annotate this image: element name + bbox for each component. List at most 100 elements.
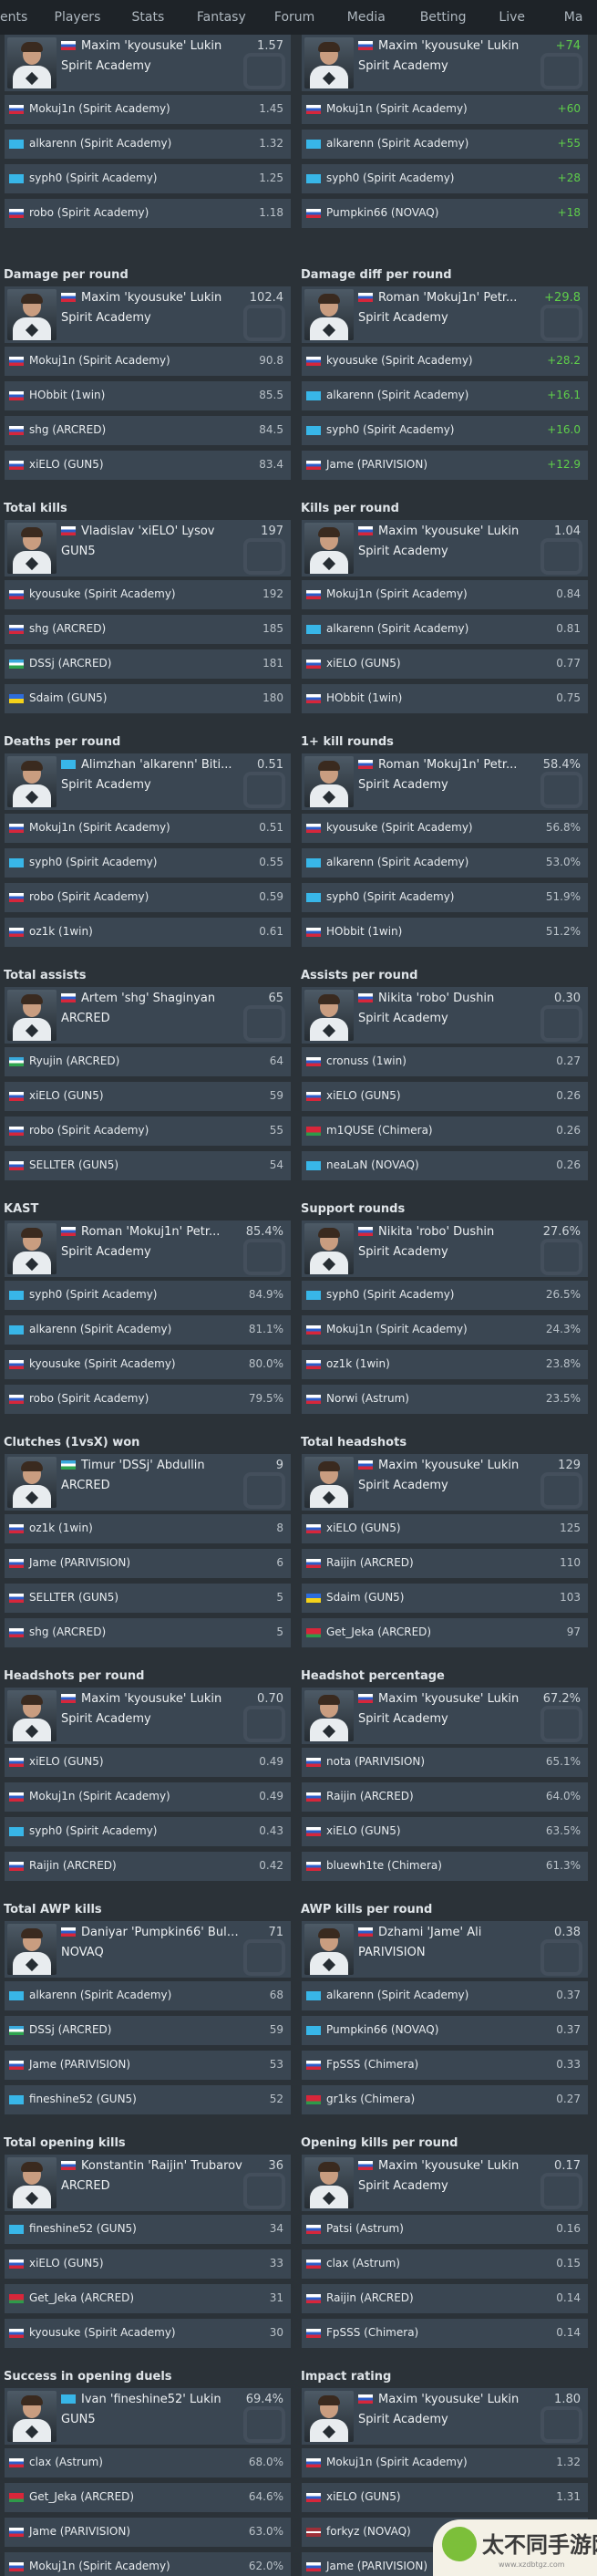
player-name[interactable]: m1QUSE (Chimera) — [326, 1124, 433, 1137]
player-name[interactable]: kyousuke (Spirit Academy) — [29, 1357, 176, 1370]
nav-item[interactable]: Betting — [419, 10, 467, 25]
leaderboard-row[interactable]: robo (Spirit Academy) 55 — [5, 1117, 291, 1146]
leader-team[interactable]: GUN5 — [61, 545, 96, 558]
nav-item[interactable]: Live — [499, 10, 525, 25]
leader-team[interactable]: ARCRED — [61, 1479, 110, 1492]
player-name[interactable]: Mokuj1n (Spirit Academy) — [326, 587, 468, 600]
leaderboard-row[interactable]: robo (Spirit Academy) 79.5% — [5, 1385, 291, 1414]
leaderboard-row[interactable]: Mokuj1n (Spirit Academy) 62.0% — [5, 2552, 291, 2576]
leader-team[interactable]: Spirit Academy — [358, 778, 448, 792]
leaderboard-row[interactable]: clax (Astrum) 0.15 — [302, 2249, 588, 2279]
leaderboard-row[interactable]: FpSSS (Chimera) 0.14 — [302, 2319, 588, 2348]
player-name[interactable]: alkarenn (Spirit Academy) — [326, 389, 469, 401]
leader-name[interactable]: Ivan 'fineshine52' Lukin — [61, 2393, 243, 2406]
leader-card[interactable]: Nikita 'robo' Dushin Spirit Academy 27.6% — [302, 1220, 588, 1277]
leader-name[interactable]: Nikita 'robo' Dushin — [358, 1225, 540, 1239]
player-name[interactable]: Mokuj1n (Spirit Academy) — [326, 2456, 468, 2468]
player-name[interactable]: gr1ks (Chimera) — [326, 2093, 416, 2105]
leaderboard-title[interactable]: Opening kills per round — [301, 2136, 458, 2150]
leaderboard-title[interactable]: 1+ kill rounds — [301, 735, 394, 749]
leaderboard-row[interactable]: nota (PARIVISION) 65.1% — [302, 1748, 588, 1777]
player-name[interactable]: Norwi (Astrum) — [326, 1392, 409, 1405]
player-name[interactable]: oz1k (1win) — [29, 1522, 93, 1534]
leaderboard-title[interactable]: Damage per round — [4, 268, 129, 282]
nav-item[interactable]: Players — [54, 10, 101, 25]
leader-name[interactable]: Maxim 'kyousuke' Lukin — [61, 1692, 243, 1706]
leaderboard-row[interactable]: syph0 (Spirit Academy) +28 — [302, 164, 588, 193]
leaderboard-row[interactable]: shg (ARCRED) 84.5 — [5, 416, 291, 445]
leader-name[interactable]: Daniyar 'Pumpkin66' Buld... — [61, 1926, 243, 1939]
leaderboard-row[interactable]: Mokuj1n (Spirit Academy) 1.32 — [302, 2448, 588, 2477]
player-name[interactable]: Get_Jeka (ARCRED) — [29, 2291, 135, 2304]
leaderboard-row[interactable]: Mokuj1n (Spirit Academy) 1.45 — [5, 95, 291, 124]
nav-item[interactable]: ents — [0, 10, 28, 25]
player-name[interactable]: xiELO (GUN5) — [29, 1089, 104, 1102]
player-name[interactable]: forkyz (NOVAQ) — [326, 2525, 411, 2538]
leaderboard-row[interactable]: Jame (PARIVISION) 63.0% — [5, 2518, 291, 2547]
leaderboard-row[interactable]: robo (Spirit Academy) 1.18 — [5, 199, 291, 228]
leader-card[interactable]: Maxim 'kyousuke' Lukin Spirit Academy +74 — [302, 35, 588, 91]
leader-name[interactable]: Maxim 'kyousuke' Lukin — [358, 1459, 540, 1472]
leaderboard-row[interactable]: oz1k (1win) 0.61 — [5, 918, 291, 947]
leaderboard-row[interactable]: xiELO (GUN5) 0.77 — [302, 649, 588, 679]
player-name[interactable]: syph0 (Spirit Academy) — [326, 423, 455, 436]
leader-name[interactable]: Maxim 'kyousuke' Lukin — [61, 291, 243, 305]
leader-team[interactable]: Spirit Academy — [358, 311, 448, 325]
leader-team[interactable]: Spirit Academy — [358, 2179, 448, 2193]
player-name[interactable]: DSSj (ARCRED) — [29, 2023, 112, 2036]
leaderboard-title[interactable]: Total kills — [4, 502, 67, 515]
player-name[interactable]: alkarenn (Spirit Academy) — [326, 622, 469, 635]
player-name[interactable]: xiELO (GUN5) — [29, 458, 104, 471]
leaderboard-row[interactable]: Jame (PARIVISION) 6 — [5, 1549, 291, 1578]
leaderboard-row[interactable]: Pumpkin66 (NOVAQ) +18 — [302, 199, 588, 228]
player-name[interactable]: alkarenn (Spirit Academy) — [29, 1323, 172, 1335]
leader-name[interactable]: Maxim 'kyousuke' Lukin — [358, 2393, 540, 2406]
player-name[interactable]: clax (Astrum) — [29, 2456, 103, 2468]
leaderboard-row[interactable]: DSSj (ARCRED) 181 — [5, 649, 291, 679]
leaderboard-row[interactable]: Mokuj1n (Spirit Academy) 0.51 — [5, 814, 291, 843]
leader-card[interactable]: Maxim 'kyousuke' Lukin Spirit Academy 1.80 — [302, 2388, 588, 2445]
leader-card[interactable]: Roman 'Mokuj1n' Petr... Spirit Academy 85.… — [5, 1220, 291, 1277]
leader-team[interactable]: NOVAQ — [61, 1946, 104, 1959]
leaderboard-row[interactable]: xiELO (GUN5) 63.5% — [302, 1817, 588, 1846]
player-name[interactable]: Sdaim (GUN5) — [29, 691, 108, 704]
leaderboard-row[interactable]: kyousuke (Spirit Academy) 80.0% — [5, 1350, 291, 1379]
leader-card[interactable]: Ivan 'fineshine52' Lukin GUN5 69.4% — [5, 2388, 291, 2445]
leader-name[interactable]: Artem 'shg' Shaginyan — [61, 992, 243, 1005]
leaderboard-row[interactable]: HObbit (1win) 51.2% — [302, 918, 588, 947]
leaderboard-row[interactable]: gr1ks (Chimera) 0.27 — [302, 2085, 588, 2114]
player-name[interactable]: robo (Spirit Academy) — [29, 890, 149, 903]
leader-card[interactable]: Dzhami 'Jame' Ali PARIVISION 0.38 — [302, 1921, 588, 1978]
leaderboard-row[interactable]: xiELO (GUN5) 1.31 — [302, 2483, 588, 2512]
leaderboard-title[interactable]: Support rounds — [301, 1202, 406, 1216]
leader-card[interactable]: Roman 'Mokuj1n' Petr... Spirit Academy 58.… — [302, 753, 588, 810]
leader-card[interactable]: Maxim 'kyousuke' Lukin Spirit Academy 1.04 — [302, 520, 588, 576]
player-name[interactable]: HObbit (1win) — [29, 389, 106, 401]
leaderboard-row[interactable]: Sdaim (GUN5) 103 — [302, 1584, 588, 1613]
player-name[interactable]: Pumpkin66 (NOVAQ) — [326, 206, 439, 219]
player-name[interactable]: oz1k (1win) — [29, 925, 93, 938]
player-name[interactable]: HObbit (1win) — [326, 691, 403, 704]
leaderboard-row[interactable]: oz1k (1win) 23.8% — [302, 1350, 588, 1379]
leader-card[interactable]: Timur 'DSSj' Abdullin ARCRED 9 — [5, 1454, 291, 1511]
leaderboard-row[interactable]: bluewh1te (Chimera) 61.3% — [302, 1852, 588, 1881]
nav-item[interactable]: Stats — [131, 10, 165, 25]
leaderboard-row[interactable]: alkarenn (Spirit Academy) +55 — [302, 130, 588, 159]
leaderboard-row[interactable]: shg (ARCRED) 5 — [5, 1618, 291, 1647]
leaderboard-row[interactable]: kyousuke (Spirit Academy) 30 — [5, 2319, 291, 2348]
leader-name[interactable]: Vladislav 'xiELO' Lysov — [61, 525, 243, 538]
player-name[interactable]: alkarenn (Spirit Academy) — [29, 137, 172, 150]
leaderboard-row[interactable]: Mokuj1n (Spirit Academy) 0.49 — [5, 1782, 291, 1812]
leaderboard-title[interactable]: Headshot percentage — [301, 1669, 445, 1683]
leaderboard-row[interactable]: syph0 (Spirit Academy) 0.43 — [5, 1817, 291, 1846]
leaderboard-row[interactable]: kyousuke (Spirit Academy) 56.8% — [302, 814, 588, 843]
nav-item[interactable]: Fantasy — [196, 10, 246, 25]
player-name[interactable]: Jame (PARIVISION) — [29, 2525, 131, 2538]
player-name[interactable]: syph0 (Spirit Academy) — [326, 1288, 455, 1301]
leader-name[interactable]: Maxim 'kyousuke' Lukin — [358, 525, 540, 538]
player-name[interactable]: Ryujin (ARCRED) — [29, 1054, 120, 1067]
leaderboard-row[interactable]: SELLTER (GUN5) 5 — [5, 1584, 291, 1613]
leaderboard-row[interactable]: DSSj (ARCRED) 59 — [5, 2016, 291, 2045]
player-name[interactable]: HObbit (1win) — [326, 925, 403, 938]
leader-card[interactable]: Maxim 'kyousuke' Lukin Spirit Academy 0.70 — [5, 1688, 291, 1744]
